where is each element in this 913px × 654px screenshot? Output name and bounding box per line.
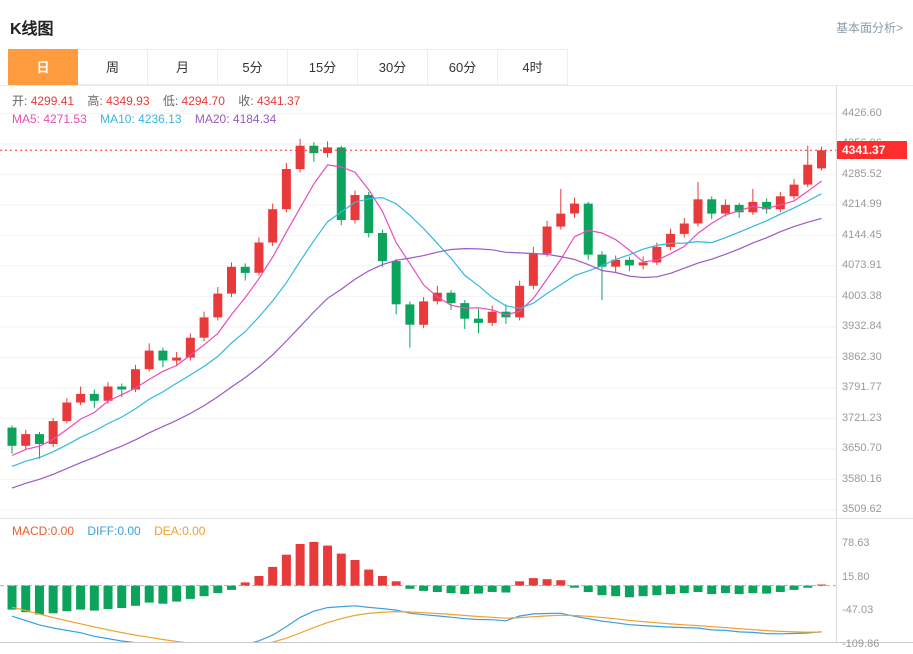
price-axis-label: 3580.16 bbox=[842, 472, 882, 485]
price-axis-label: 3650.70 bbox=[842, 442, 882, 455]
page-title: K线图 bbox=[10, 21, 54, 38]
tab-day[interactable]: 日 bbox=[8, 49, 78, 85]
macd-axis-label: -47.03 bbox=[842, 604, 874, 617]
fundamental-analysis-link[interactable]: 基本面分析> bbox=[835, 20, 903, 35]
price-axis-label: 4426.60 bbox=[842, 106, 882, 119]
main-plot[interactable]: 开: 4299.41 高: 4349.93 低: 4294.70 收: 4341… bbox=[0, 86, 836, 518]
price-axis-label: 3862.30 bbox=[842, 350, 882, 363]
tab-30min[interactable]: 30分 bbox=[358, 49, 428, 85]
macd-chart[interactable] bbox=[0, 519, 836, 642]
price-axis: 4341.37 4426.604356.064285.524214.994144… bbox=[836, 86, 912, 518]
tab-month[interactable]: 月 bbox=[148, 49, 218, 85]
kline-panel: 开: 4299.41 高: 4349.93 低: 4294.70 收: 4341… bbox=[0, 86, 913, 650]
current-price-tag: 4341.37 bbox=[837, 141, 907, 160]
tab-15min[interactable]: 15分 bbox=[288, 49, 358, 85]
tab-week[interactable]: 周 bbox=[78, 49, 148, 85]
price-axis-label: 4144.45 bbox=[842, 228, 882, 241]
price-axis-label: 4214.99 bbox=[842, 198, 882, 211]
page-header: K线图 基本面分析> bbox=[0, 0, 913, 49]
price-axis-label: 4003.38 bbox=[842, 289, 882, 302]
macd-axis: 78.63 15.80 -47.03 -109.86 bbox=[836, 519, 912, 650]
tab-60min[interactable]: 60分 bbox=[428, 49, 498, 85]
price-axis-label: 3932.84 bbox=[842, 320, 882, 333]
price-axis-label: 3721.23 bbox=[842, 411, 882, 424]
tab-5min[interactable]: 5分 bbox=[218, 49, 288, 85]
candlestick-chart[interactable] bbox=[0, 86, 836, 518]
macd-axis-label: 15.80 bbox=[842, 570, 870, 583]
price-axis-label: 3509.62 bbox=[842, 503, 882, 516]
price-axis-label: 4285.52 bbox=[842, 167, 882, 180]
macd-axis-label: -109.86 bbox=[842, 637, 880, 650]
macd-chart-row: MACD:0.00 DIFF:0.00 DEA:0.00 78.63 15.80 -… bbox=[0, 519, 913, 650]
interval-tabs-bar: 日 周 月 5分 15分 30分 60分 4时 bbox=[0, 49, 913, 86]
tab-4hour[interactable]: 4时 bbox=[498, 49, 568, 85]
main-chart-row: 开: 4299.41 高: 4349.93 低: 4294.70 收: 4341… bbox=[0, 86, 913, 519]
price-axis-label: 3791.77 bbox=[842, 381, 882, 394]
price-axis-label: 4073.91 bbox=[842, 259, 882, 272]
macd-axis-label: 78.63 bbox=[842, 537, 870, 550]
macd-plot[interactable]: MACD:0.00 DIFF:0.00 DEA:0.00 bbox=[0, 519, 836, 642]
